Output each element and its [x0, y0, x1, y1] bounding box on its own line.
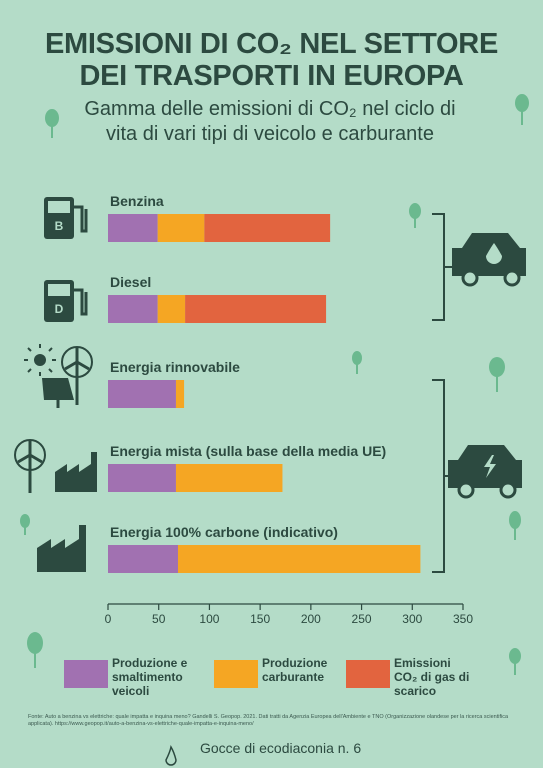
x-tick-label: 0 — [105, 612, 112, 626]
bar-segment — [157, 214, 205, 242]
bar-segment — [108, 214, 158, 242]
x-tick-label: 50 — [152, 612, 166, 626]
bar-segment — [175, 380, 185, 408]
category-label: Energia rinnovabile — [110, 359, 240, 375]
category-label: Energia 100% carbone (indicativo) — [110, 524, 338, 540]
category-label: Energia mista (sulla base della media UE… — [110, 443, 386, 459]
legend-swatch — [214, 660, 258, 688]
bar-segment — [108, 380, 176, 408]
icons: B D — [14, 197, 526, 766]
category-label: Diesel — [110, 274, 151, 290]
svg-text:B: B — [55, 219, 64, 233]
bar-segment — [157, 295, 186, 323]
bar-segment — [204, 214, 331, 242]
x-tick-label: 350 — [453, 612, 473, 626]
x-tick-label: 100 — [199, 612, 219, 626]
bar-segment — [177, 545, 421, 573]
legend-label: Produzione carburante — [262, 656, 328, 684]
x-tick-label: 150 — [250, 612, 270, 626]
subtitle: Gamma delle emissioni di CO₂ nel ciclo d… — [84, 98, 456, 145]
bar-segment — [108, 295, 158, 323]
bar-segment — [175, 464, 283, 492]
x-tick-label: 200 — [301, 612, 321, 626]
legend-label: Produzione e smaltimento veicoli — [112, 656, 188, 698]
bar-segment — [108, 464, 176, 492]
title: EMISSIONI DI CO₂ NEL SETTORE DEI TRASPOR… — [45, 28, 498, 92]
bar-segment — [185, 295, 327, 323]
bar-segment — [108, 545, 178, 573]
decoration — [20, 94, 529, 675]
x-tick-label: 300 — [402, 612, 422, 626]
footer: Gocce di ecodiaconia n. 6 — [200, 740, 362, 756]
source: Fonte: Auto a benzina vs elettriche: qua… — [28, 714, 509, 727]
svg-text:D: D — [55, 302, 64, 316]
legend-swatch — [346, 660, 390, 688]
category-label: Benzina — [110, 193, 164, 209]
x-tick-label: 250 — [352, 612, 372, 626]
legend-label: Emissioni CO₂ di gas di scarico — [394, 656, 470, 698]
legend-swatch — [64, 660, 108, 688]
